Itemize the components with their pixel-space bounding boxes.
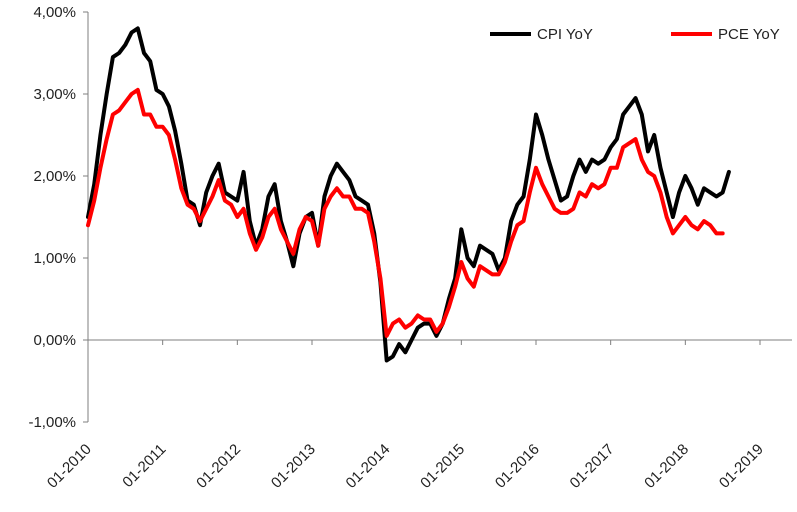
x-axis-ticks: 01-2010 01-2011 01-2012 01-2013 01-2014 01-20… (44, 340, 767, 492)
x-tick-label: 01-2018 (641, 441, 692, 492)
x-tick-label: 01-2014 (343, 441, 394, 492)
x-tick-label: 01-2012 (193, 441, 244, 492)
y-tick-label: 2,00% (33, 168, 76, 185)
y-tick-label: 3,00% (33, 86, 76, 103)
x-tick-label: 01-2010 (44, 441, 95, 492)
x-tick-label: 01-2015 (417, 441, 468, 492)
legend: CPI YoY PCE YoY (490, 26, 780, 43)
y-axis-ticks: -1,00% 0,00% 1,00% 2,00% 3,00% 4,00% (28, 4, 88, 431)
legend-label-cpi: CPI YoY (537, 26, 593, 43)
x-tick-label: 01-2011 (119, 441, 169, 491)
x-tick-label: 01-2016 (492, 441, 543, 492)
x-tick-label: 01-2017 (567, 441, 618, 492)
y-tick-label: -1,00% (28, 414, 76, 431)
y-tick-label: 1,00% (33, 250, 76, 267)
y-tick-label: 4,00% (33, 4, 76, 21)
x-tick-label: 01-2019 (716, 441, 767, 492)
y-tick-label: 0,00% (33, 332, 76, 349)
legend-label-pce: PCE YoY (718, 26, 780, 43)
series-line-pce (86, 87, 725, 338)
x-tick-label: 01-2013 (268, 441, 319, 492)
series-layer (86, 26, 731, 363)
